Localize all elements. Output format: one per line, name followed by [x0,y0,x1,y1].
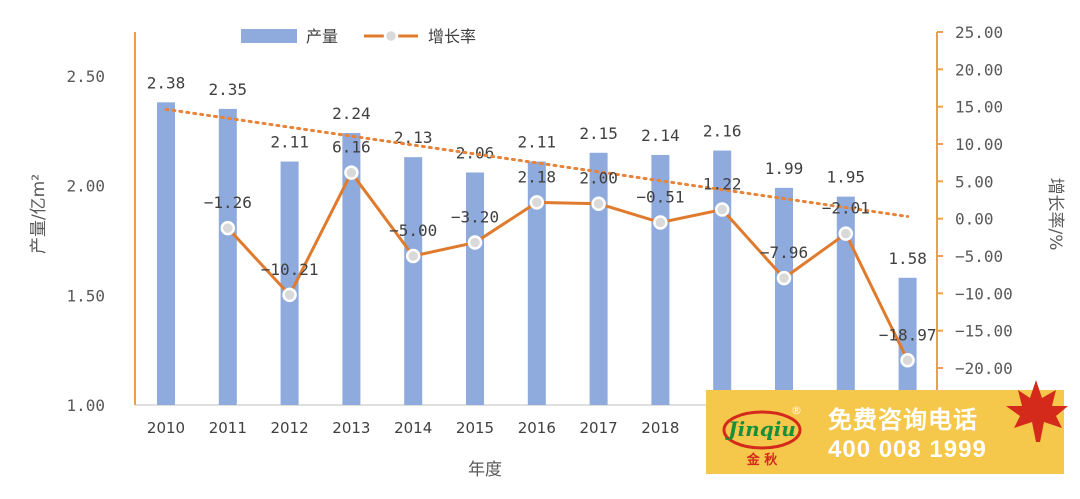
bar-value-label: 1.58 [888,249,927,268]
x-tick-label: 2012 [271,419,309,437]
bar-value-label: 2.13 [394,128,433,147]
growth-rate-point [344,165,359,180]
growth-rate-label: −1.26 [204,193,252,212]
growth-rate-label: −10.21 [261,260,319,279]
bar-2017 [589,152,608,405]
growth-rate-point [282,287,297,303]
growth-rate-point [220,220,236,236]
right-y-tick-label: −5.00 [955,247,1003,266]
x-tick-label: 2017 [580,419,618,437]
right-y-tick-label: 5.00 [955,172,994,191]
legend-label-bar: 产量 [306,27,338,46]
right-y-tick-label: 10.00 [955,135,1003,154]
growth-rate-point [900,353,915,368]
bar-value-label: 2.24 [332,104,371,123]
svg-text:金 秋: 金 秋 [746,452,779,468]
right-y-axis-title: 增长率/% [1045,178,1065,251]
x-tick-label: 2018 [641,419,679,437]
right-y-tick-label: −10.00 [955,284,1013,303]
x-tick-label: 2014 [394,419,432,437]
x-tick-label: 2013 [332,419,370,437]
growth-rate-point [838,226,854,241]
growth-rate-point [467,235,483,250]
left-y-axis-title: 产量/亿m² [29,174,49,254]
growth-rate-label: 2.18 [518,167,557,186]
x-tick-label: 2011 [209,419,247,437]
x-tick-label: 2015 [456,419,494,437]
growth-rate-label: −0.51 [636,187,684,206]
right-y-tick-label: −15.00 [955,322,1013,341]
bar-value-label: 1.95 [827,168,866,187]
svg-text:®: ® [791,404,802,417]
growth-rate-point [405,248,421,264]
bar-2015 [466,172,484,405]
right-y-tick-label: 20.00 [955,60,1003,79]
growth-rate-label: −5.00 [389,221,437,240]
jinqiu-logo-icon: Jinqiu ® 金 秋 [722,404,802,468]
bar-2016 [527,161,546,405]
growth-rate-label: 6.16 [332,138,371,157]
left-y-tick-label: 1.00 [66,396,105,415]
growth-rate-point [714,202,730,217]
bar-2020 [775,187,793,405]
growth-rate-point [776,270,792,286]
hotline-number[interactable]: 400 008 1999 [828,436,987,463]
growth-rate-label: −18.97 [879,325,937,344]
growth-rate-line [226,171,909,361]
left-y-tick-label: 1.50 [66,286,105,305]
growth-rate-label: 1.22 [703,175,742,194]
legend-swatch-bar [241,29,297,43]
x-tick-label: 2016 [518,419,556,437]
bar-value-label: 2.06 [456,144,495,163]
bar-2022 [898,277,917,405]
bar-2011 [218,108,237,406]
bar-value-label: 2.15 [579,124,618,143]
growth-rate-point [591,196,606,211]
bar-value-label: 2.11 [270,133,309,152]
bar-value-label: 1.99 [765,159,804,178]
right-y-tick-label: 25.00 [955,23,1003,42]
left-y-tick-label: 2.00 [66,177,105,196]
hotline-title: 免费咨询电话 [828,406,978,434]
right-y-tick-label: −20.00 [955,359,1013,378]
bar-2012 [280,161,299,405]
legend-swatch-marker [383,28,399,44]
bar-value-label: 2.38 [147,73,186,92]
left-y-tick-label: 2.50 [66,67,105,86]
bar-2014 [404,157,423,405]
growth-rate-label: 2.00 [579,169,618,188]
hotline-banner[interactable]: Jinqiu ® 金 秋 免费咨询电话 400 008 1999 [706,390,1064,474]
bar-value-label: 2.35 [209,80,248,99]
bar-value-label: 2.11 [518,133,557,152]
trendline [164,107,910,218]
growth-rate-label: −2.01 [822,199,870,218]
svg-text:Jinqiu: Jinqiu [724,417,796,441]
legend-label-line: 增长率 [428,27,476,46]
bar-2013 [342,133,361,405]
bar-2021 [836,196,855,405]
bar-2010 [157,102,175,405]
right-y-tick-label: 0.00 [955,210,994,229]
right-y-tick-label: 15.00 [955,98,1003,117]
growth-rate-label: −7.96 [760,243,808,262]
bar-value-label: 2.16 [703,122,742,141]
growth-rate-label: −3.20 [451,208,499,227]
bar-value-label: 2.14 [641,126,680,145]
growth-rate-point [653,215,668,230]
x-axis-title: 年度 [468,460,502,480]
x-tick-label: 2010 [147,419,185,437]
growth-rate-point [529,195,545,210]
maple-leaf-icon [1006,380,1068,442]
